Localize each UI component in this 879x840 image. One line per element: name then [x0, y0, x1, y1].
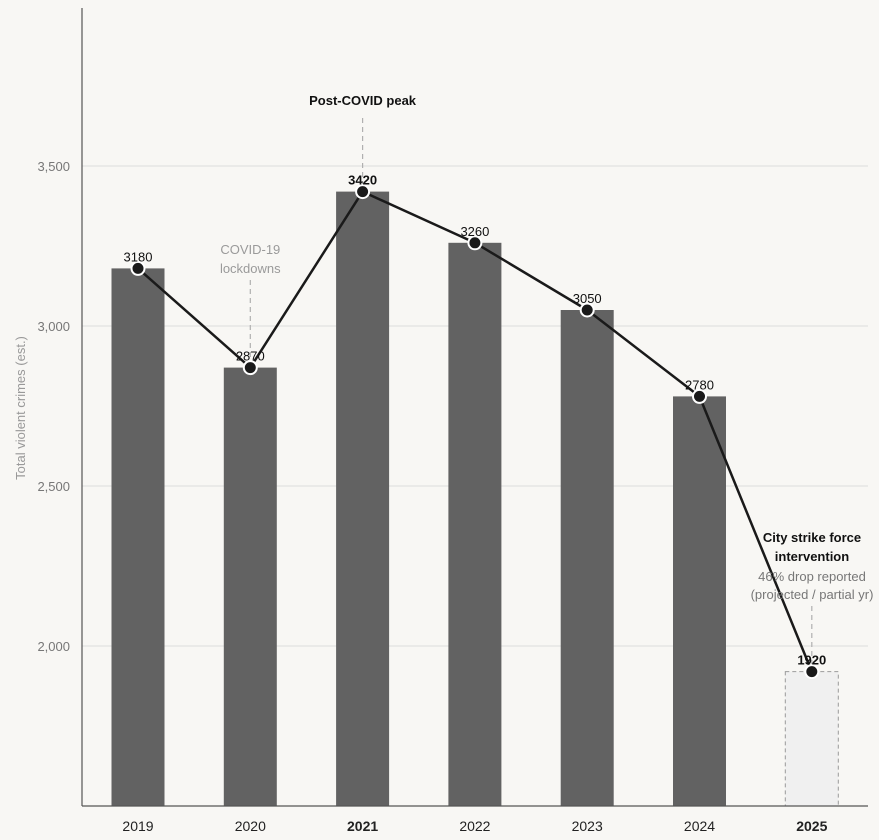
annotation-strike-force-note: 46% drop reported	[758, 569, 866, 584]
x-tick-label: 2020	[235, 818, 266, 834]
annotation-peak: Post-COVID peak	[309, 93, 417, 108]
bar	[336, 191, 390, 807]
x-tick-label: 2024	[684, 818, 715, 834]
value-label: 3050	[573, 291, 602, 306]
bar	[673, 396, 726, 806]
x-tick-label: 2019	[122, 818, 153, 834]
value-label: 2870	[236, 349, 265, 364]
y-axis-title: Total violent crimes (est.)	[13, 336, 28, 480]
data-point	[804, 664, 820, 680]
bars	[111, 191, 839, 807]
data-point	[579, 302, 595, 318]
y-tick-label: 2,000	[37, 639, 70, 654]
x-tick-label: 2025	[796, 818, 827, 834]
annotation-covid: lockdowns	[220, 261, 281, 276]
annotation-strike-force: City strike force	[763, 530, 861, 545]
axes: 2,000 2,500 3,000 3,500 2019 2020 2021 2022 2023…	[37, 8, 868, 834]
value-labels: 3180 2870 3420 3260 3050 2780 1920	[124, 173, 827, 668]
value-label: 3260	[460, 224, 489, 239]
annotation-covid: COVID-19	[220, 242, 280, 257]
x-tick-label: 2021	[347, 818, 378, 834]
y-tick-label: 3,500	[37, 159, 70, 174]
annotations: COVID-19 lockdowns Post-COVID peak City str…	[220, 93, 873, 602]
value-label: 3420	[348, 173, 377, 188]
x-tick-label: 2022	[459, 818, 490, 834]
data-point	[242, 360, 258, 376]
data-point	[130, 260, 146, 276]
annotation-strike-force: intervention	[775, 549, 849, 564]
bar	[448, 242, 502, 807]
value-label: 2780	[685, 377, 714, 392]
data-point	[355, 184, 371, 200]
value-label: 1920	[797, 653, 826, 668]
trend-points	[130, 184, 820, 680]
bar	[560, 310, 614, 806]
annotation-strike-force-note: (projected / partial yr)	[751, 587, 874, 602]
value-label: 3180	[124, 249, 153, 264]
y-tick-label: 2,500	[37, 479, 70, 494]
bar	[111, 268, 165, 806]
bar	[223, 367, 277, 806]
x-tick-label: 2023	[572, 818, 603, 834]
data-point	[692, 388, 707, 404]
bar-projected	[784, 671, 839, 807]
annotation-leaders	[249, 118, 813, 672]
y-tick-label: 3,000	[37, 319, 70, 334]
data-point	[467, 235, 483, 251]
